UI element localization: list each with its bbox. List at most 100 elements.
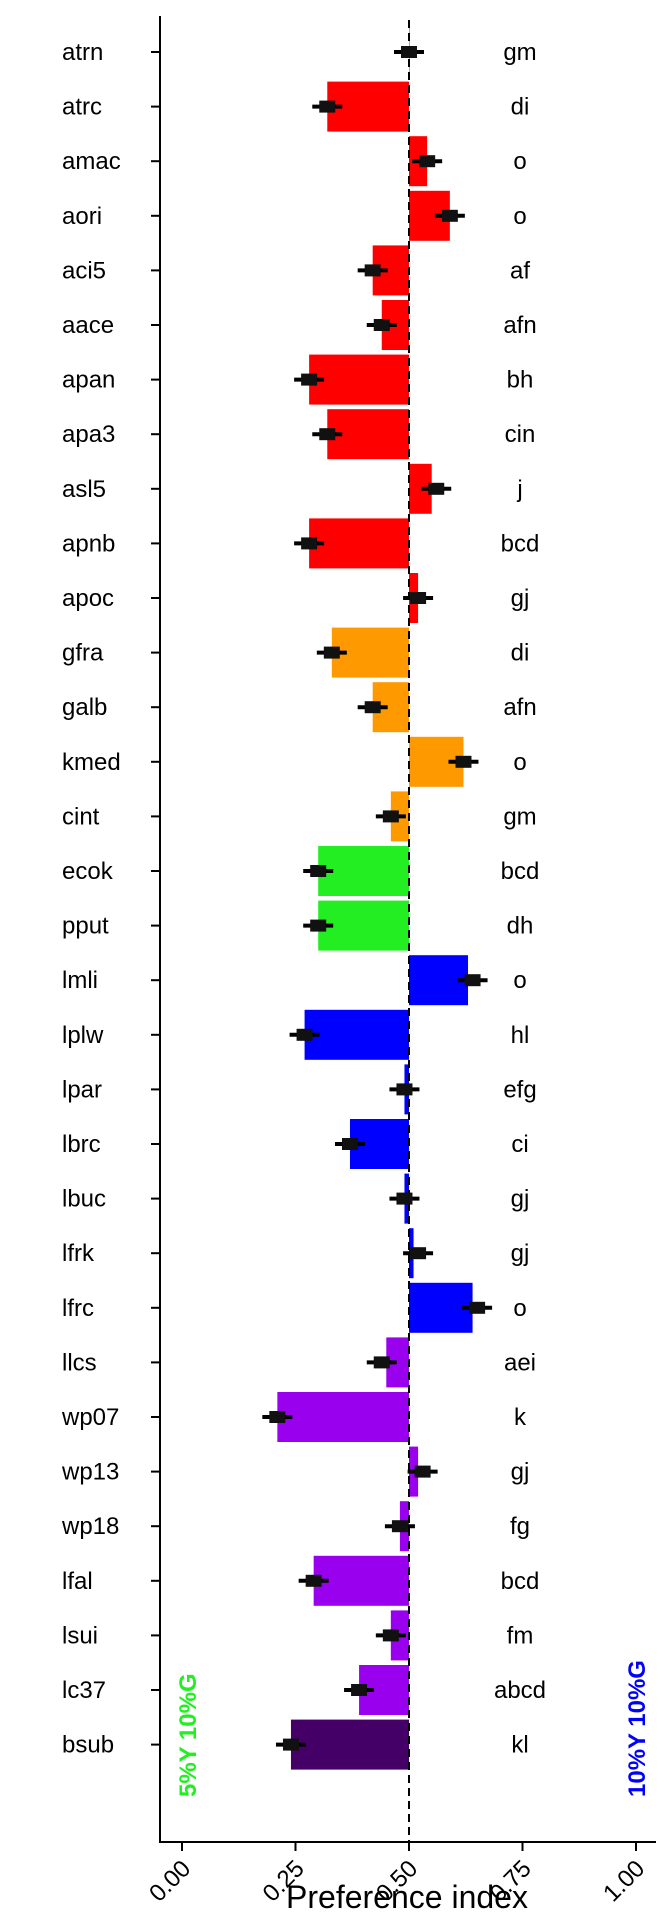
marker-gfra [323,646,340,659]
marker-atrn [401,46,417,58]
marker-lpar [396,1083,413,1096]
bar-apan [309,354,409,405]
category-label-gfra: gfra [62,640,104,667]
group-label-lc37: abcd [494,1677,546,1704]
marker-aci5 [364,264,381,277]
group-label-apoc: gj [511,585,530,612]
category-label-asl5: asl5 [62,476,106,503]
category-label-wp18: wp18 [61,1513,119,1540]
marker-lfrk [410,1247,427,1260]
category-label-galb: galb [62,694,107,721]
category-label-aori: aori [62,203,102,230]
category-label-wp07: wp07 [61,1404,119,1431]
category-label-apoc: apoc [62,585,114,612]
marker-lbuc [396,1192,413,1205]
marker-lmli [464,974,481,987]
marker-lsui [382,1629,399,1642]
group-label-amac: o [513,148,526,175]
category-label-lbrc: lbrc [62,1131,101,1158]
bar-lfrc [409,1282,473,1333]
group-label-aci5: af [510,257,530,284]
bar-lplw [304,1009,409,1060]
group-label-lfrc: o [513,1295,526,1322]
category-label-lpar: lpar [62,1076,102,1103]
x-tick-label-0: 0.00 [144,1855,196,1907]
marker-ecok [310,865,327,877]
marker-pput [310,919,327,932]
group-label-kmed: o [513,749,526,776]
bar-llcs [386,1337,409,1388]
group-label-pput: dh [507,913,534,940]
marker-lplw [296,1028,313,1041]
group-label-atrc: di [511,94,530,121]
left-note: 5%Y 10%G [175,1673,202,1797]
bar-apnb [309,518,409,569]
group-label-gfra: di [511,640,530,667]
group-label-apnb: bcd [501,530,540,557]
category-label-pput: pput [62,913,109,940]
marker-lbrc [341,1138,358,1150]
marker-wp07 [269,1411,286,1423]
group-label-lbrc: ci [511,1131,528,1158]
category-label-apa3: apa3 [62,421,115,448]
labels-layer: atrn gm atrc di amac o aori o aci5 af aace afn apan b… [61,39,546,1759]
x-tick-label-4: 1.00 [598,1855,650,1907]
marker-apan [301,373,318,386]
group-label-wp13: gj [511,1459,530,1486]
bar-lfal [313,1555,409,1606]
group-label-bsub: kl [511,1732,528,1759]
group-label-lpar: efg [503,1076,536,1103]
group-label-cint: gm [503,803,536,830]
category-label-lc37: lc37 [62,1677,106,1704]
marker-apnb [301,537,318,550]
marker-asl5 [428,482,445,495]
category-label-atrc: atrc [62,94,102,121]
marker-wp18 [391,1520,408,1533]
marker-cint [382,810,399,823]
group-label-lsui: fm [507,1622,534,1649]
marker-wp13 [414,1465,431,1478]
category-label-lplw: lplw [62,1022,104,1049]
category-label-apan: apan [62,367,115,394]
marker-lfrc [469,1301,486,1314]
marker-amac [419,155,436,168]
group-label-lbuc: gj [511,1186,530,1213]
group-label-lfrk: gj [511,1240,530,1267]
category-label-aci5: aci5 [62,257,106,284]
category-label-aace: aace [62,312,114,339]
category-label-lmli: lmli [62,967,98,994]
marker-galb [364,701,381,714]
category-label-lfrk: lfrk [62,1240,95,1267]
marker-apa3 [319,428,336,441]
group-label-lplw: hl [511,1022,530,1049]
right-note: 10%Y 10%G [624,1660,651,1797]
marker-atrc [319,100,336,113]
bar-pput [318,900,409,951]
marker-llcs [373,1356,390,1369]
category-label-lbuc: lbuc [62,1186,106,1213]
group-label-llcs: aei [504,1349,536,1376]
group-label-apan: bh [507,367,534,394]
group-label-ecok: bcd [501,858,540,885]
bar-ecok [318,846,409,896]
x-axis-title: Preference index [286,1879,528,1915]
category-label-cint: cint [62,803,100,830]
group-label-wp07: k [514,1404,527,1431]
markers-layer [262,46,493,1751]
category-label-apnb: apnb [62,530,115,557]
group-label-wp18: fg [510,1513,530,1540]
marker-apoc [410,592,427,604]
bar-wp07 [277,1392,409,1442]
category-label-amac: amac [62,148,121,175]
group-label-lmli: o [513,967,526,994]
marker-lc37 [351,1684,368,1696]
category-label-lfrc: lfrc [62,1295,94,1322]
bars-layer [277,27,473,1770]
category-label-wp13: wp13 [61,1459,119,1486]
category-label-llcs: llcs [62,1349,97,1376]
category-label-lfal: lfal [62,1568,93,1595]
bar-asl5 [409,463,432,514]
marker-aori [441,209,458,222]
group-label-apa3: cin [505,421,536,448]
category-label-lsui: lsui [62,1622,98,1649]
